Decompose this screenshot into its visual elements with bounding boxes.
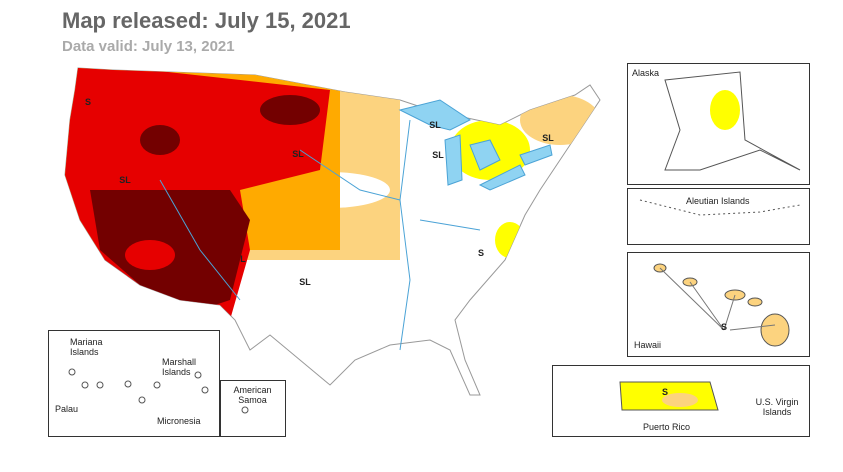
- rivers: [159, 119, 481, 351]
- hawaii-lines: [659, 267, 776, 331]
- inset-label: Micronesia: [157, 416, 201, 426]
- inset-label: U.S. Virgin Islands: [755, 397, 799, 417]
- samoa-inset: [220, 380, 286, 437]
- inset-label: Hawaii: [634, 340, 662, 350]
- hawaii-shape: [653, 263, 790, 347]
- impact-label: SL: [299, 277, 311, 287]
- alaska-inset: [627, 63, 810, 185]
- impact-label: S: [478, 248, 484, 258]
- impact-label: L: [240, 254, 246, 264]
- alaska-d0: [710, 90, 740, 130]
- subtitle: Data valid: July 13, 2021: [62, 38, 235, 55]
- impact-label: S: [662, 387, 668, 397]
- impact-label: SL: [119, 175, 131, 185]
- drought-areas: [65, 68, 600, 320]
- aleutian-inset: [627, 188, 810, 245]
- impact-label: SL: [542, 133, 554, 143]
- d4: [140, 125, 180, 155]
- puerto-rico-inset: [552, 365, 810, 437]
- inset-label: Palau: [55, 404, 79, 414]
- d3: [125, 240, 175, 270]
- pacific-islands: [68, 368, 249, 414]
- d1: [520, 95, 600, 145]
- great-lakes: [398, 99, 553, 191]
- impact-label: SL: [429, 120, 441, 130]
- inset-label: Alaska: [632, 68, 660, 78]
- inset-label: Aleutian Islands: [686, 196, 750, 206]
- inset-label: Puerto Rico: [643, 422, 691, 432]
- inset-label: Mariana Islands: [70, 337, 103, 357]
- title: Map released: July 15, 2021: [62, 8, 351, 33]
- pacific-inset: [48, 330, 220, 437]
- impact-label: SL: [432, 150, 444, 160]
- impact-label: S: [85, 97, 91, 107]
- impact-label: SL: [292, 149, 304, 159]
- impact-label: S: [721, 322, 727, 332]
- inset-label: Marshall Islands: [162, 357, 197, 377]
- d0: [495, 222, 525, 258]
- aleutian-shape: [639, 199, 801, 216]
- pr-d1: [662, 393, 698, 407]
- hawaii-inset: [627, 252, 810, 357]
- inset-label: American Samoa: [233, 385, 272, 405]
- d4: [260, 95, 320, 125]
